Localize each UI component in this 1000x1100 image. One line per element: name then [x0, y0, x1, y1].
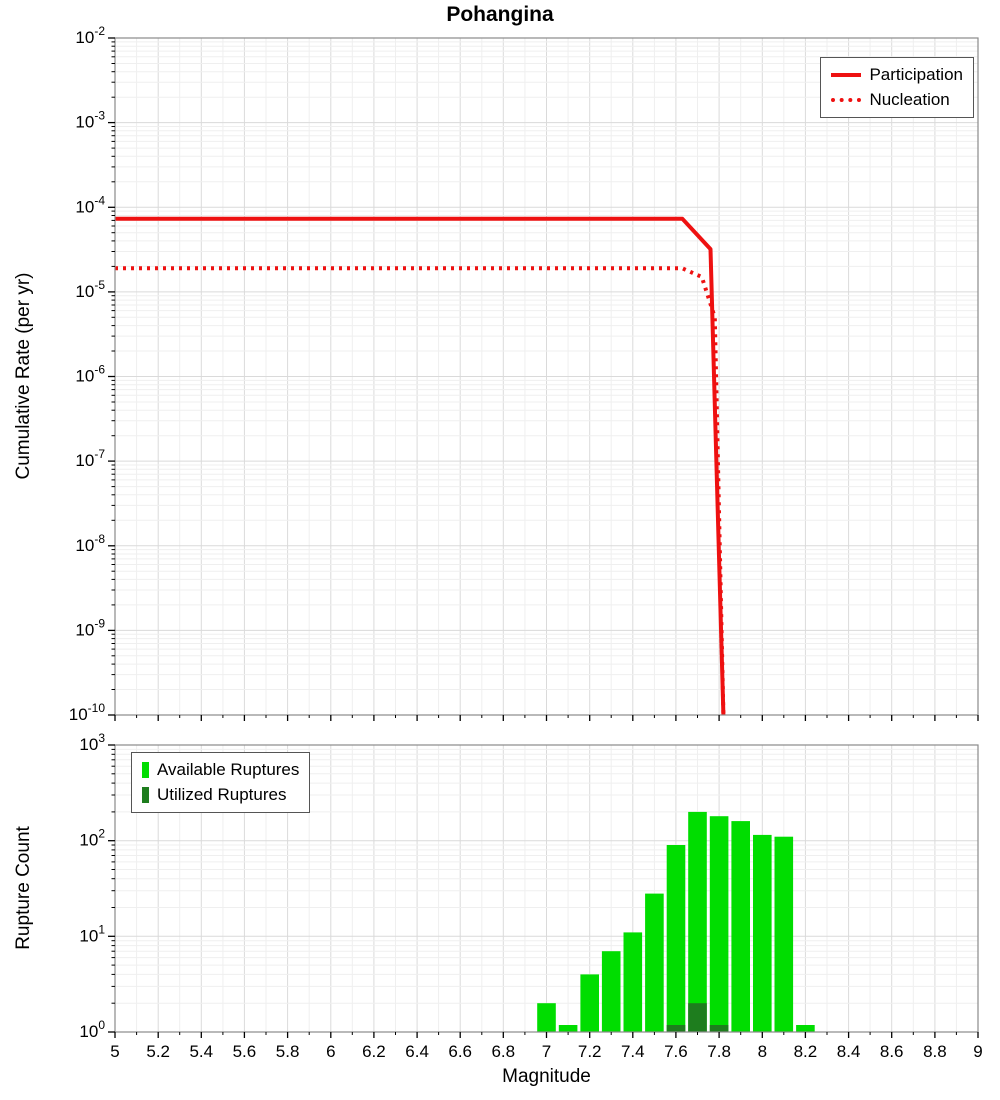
svg-text:10-10: 10-10: [69, 701, 106, 724]
svg-text:8: 8: [758, 1042, 767, 1061]
svg-text:5.6: 5.6: [233, 1042, 257, 1061]
utilized-ruptures-swatch-icon: [142, 786, 149, 803]
svg-text:8.6: 8.6: [880, 1042, 904, 1061]
svg-text:8.4: 8.4: [837, 1042, 861, 1061]
legend-row-nucleation: Nucleation: [831, 88, 963, 113]
svg-text:6.6: 6.6: [448, 1042, 472, 1061]
svg-text:10-2: 10-2: [75, 24, 105, 47]
svg-text:10-7: 10-7: [75, 447, 105, 470]
legend-row-available: Available Ruptures: [142, 758, 299, 783]
svg-text:5.4: 5.4: [189, 1042, 213, 1061]
svg-text:9: 9: [973, 1042, 982, 1061]
svg-text:6.2: 6.2: [362, 1042, 386, 1061]
svg-text:8.2: 8.2: [794, 1042, 818, 1061]
svg-text:7.4: 7.4: [621, 1042, 645, 1061]
chart-title: Pohangina: [446, 3, 554, 26]
legend-row-utilized: Utilized Ruptures: [142, 783, 299, 808]
rate-legend: Participation Nucleation: [820, 57, 974, 119]
participation-legend-label: Participation: [869, 65, 963, 84]
legend-row-participation: Participation: [831, 63, 963, 88]
y-axis-label-cumulative-rate: Cumulative Rate (per yr): [13, 272, 34, 480]
available-ruptures-swatch-icon: [142, 762, 149, 779]
svg-text:5.2: 5.2: [146, 1042, 170, 1061]
svg-text:10-6: 10-6: [75, 363, 105, 386]
available-ruptures-legend-label: Available Ruptures: [157, 760, 300, 779]
svg-text:7: 7: [542, 1042, 551, 1061]
svg-text:100: 100: [79, 1018, 105, 1041]
svg-text:10-9: 10-9: [75, 616, 105, 639]
x-axis-label-magnitude: Magnitude: [502, 1066, 591, 1087]
rupture-legend: Available Ruptures Utilized Ruptures: [131, 752, 311, 814]
svg-text:7.6: 7.6: [664, 1042, 688, 1061]
svg-text:101: 101: [79, 922, 105, 945]
svg-text:5.8: 5.8: [276, 1042, 300, 1061]
svg-text:7.8: 7.8: [707, 1042, 731, 1061]
svg-text:6: 6: [326, 1042, 335, 1061]
svg-text:102: 102: [79, 827, 105, 850]
svg-text:6.4: 6.4: [405, 1042, 429, 1061]
svg-text:10-5: 10-5: [75, 278, 105, 301]
nucleation-legend-label: Nucleation: [869, 89, 950, 109]
svg-text:103: 103: [79, 731, 105, 754]
svg-text:6.8: 6.8: [491, 1042, 515, 1061]
y-axis-label-rupture-count: Rupture Count: [13, 826, 34, 950]
svg-text:10-3: 10-3: [75, 109, 105, 132]
svg-text:7.2: 7.2: [578, 1042, 602, 1061]
nucleation-line-swatch-icon: [831, 97, 862, 102]
utilized-ruptures-legend-label: Utilized Ruptures: [157, 784, 287, 804]
svg-text:10-8: 10-8: [75, 532, 105, 555]
participation-line-swatch-icon: [831, 73, 862, 78]
svg-text:10-4: 10-4: [75, 193, 105, 216]
svg-text:5: 5: [110, 1042, 119, 1061]
svg-text:8.8: 8.8: [923, 1042, 947, 1061]
